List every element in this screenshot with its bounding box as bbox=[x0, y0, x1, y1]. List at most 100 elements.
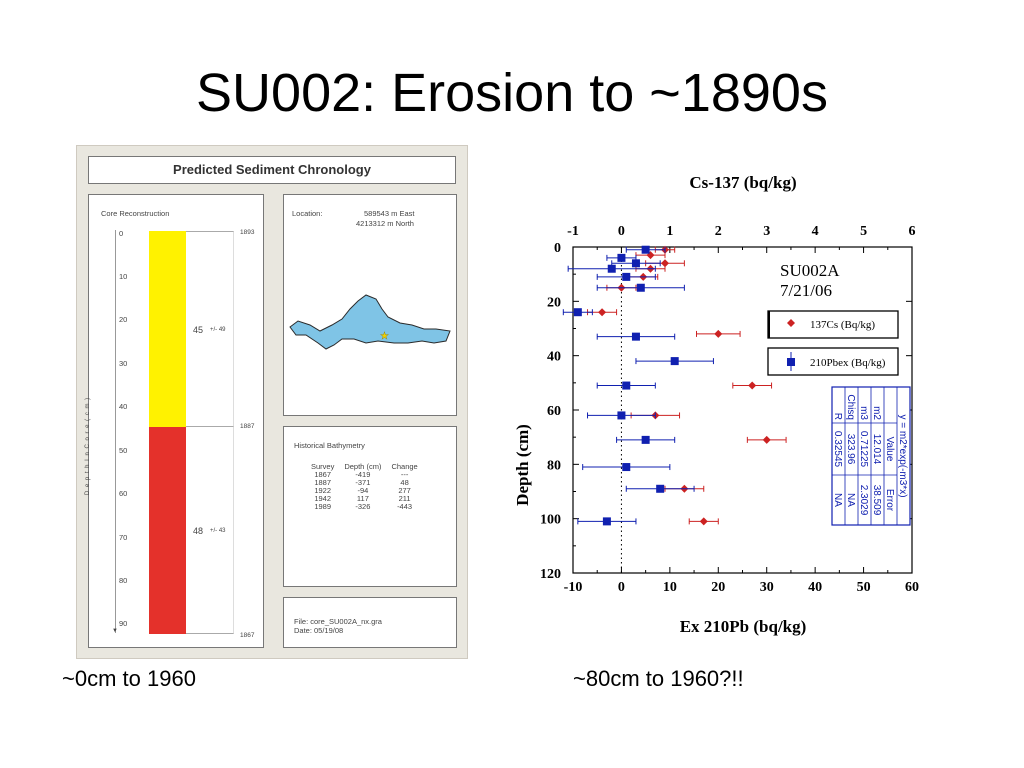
fit-table-cell: NA bbox=[845, 493, 856, 507]
pb210-point bbox=[656, 484, 665, 493]
bathymetry-table: Survey Depth (cm) Change 1867 -419 --- 1… bbox=[306, 463, 423, 511]
x-tick-label: 20 bbox=[711, 580, 725, 595]
chart-title: Cs-137 (bq/kg) bbox=[689, 173, 796, 192]
location-east: 589543 m East bbox=[364, 209, 415, 218]
lower-rate: 48 bbox=[193, 526, 204, 536]
pb210-point bbox=[622, 463, 631, 472]
legend-pb210-label: 210Pbex (Bq/kg) bbox=[810, 357, 886, 369]
cs137-point bbox=[762, 435, 771, 444]
lower-core-unit bbox=[149, 427, 186, 634]
pb210-point bbox=[670, 357, 679, 366]
upper-rate-error: +/- 49 bbox=[210, 327, 226, 333]
radionuclide-depth-chart: Cs-137 (bq/kg) Ex 210Pb (bq/kg) Depth (c… bbox=[513, 173, 919, 636]
table-cell: 1867 bbox=[314, 470, 332, 479]
legend-shadow bbox=[768, 311, 770, 338]
table-cell: 211 bbox=[398, 494, 411, 503]
y-tick-label: 100 bbox=[540, 513, 561, 528]
pb210-point bbox=[622, 381, 631, 390]
x2-tick-label: 3 bbox=[763, 224, 770, 239]
table-cell: -94 bbox=[357, 486, 369, 495]
pb210-point bbox=[622, 272, 631, 281]
pb210-point bbox=[617, 253, 626, 262]
x-tick-label: -10 bbox=[564, 580, 583, 595]
x2-tick-label: 6 bbox=[909, 224, 916, 239]
file-name: File: core_SU002A_nx.gra bbox=[294, 617, 382, 626]
table-cell: -326 bbox=[355, 502, 371, 511]
depth-tick-label: 60 bbox=[119, 489, 128, 498]
fit-table-title: y = m2*exp(-m3*x) bbox=[897, 414, 908, 497]
sediment-chronology-figure: Predicted Sediment Chronology Core Recon… bbox=[76, 145, 468, 659]
legend-pb210-marker bbox=[787, 358, 795, 366]
depth-tick-label: 0 bbox=[119, 229, 124, 238]
file-date: Date: 05/19/08 bbox=[294, 626, 344, 635]
table-cell: 1887 bbox=[314, 478, 332, 487]
fit-table-cell: Chisq bbox=[845, 394, 856, 420]
table-cell: -371 bbox=[355, 478, 371, 487]
x-tick-label: 50 bbox=[857, 580, 871, 595]
pb210-point bbox=[641, 245, 650, 254]
y-tick-label: 40 bbox=[547, 350, 561, 365]
legend-cs137-marker bbox=[787, 319, 795, 327]
cs137-point bbox=[699, 517, 708, 526]
table-cell: 1942 bbox=[314, 494, 332, 503]
pb210-point bbox=[573, 308, 582, 317]
location-star-icon: ★ bbox=[380, 331, 389, 342]
y-axis-label: Depth (cm) bbox=[513, 424, 532, 506]
table-row: 1867 -419 --- bbox=[306, 471, 423, 479]
y-tick-label: 120 bbox=[540, 567, 561, 582]
depth-tick-label: 50 bbox=[119, 446, 128, 455]
x2-tick-label: -1 bbox=[567, 224, 579, 239]
pb210-point bbox=[631, 259, 640, 268]
table-cell: 117 bbox=[356, 494, 369, 503]
fit-table-cell: R bbox=[832, 413, 843, 420]
location-panel: Location: 589543 m East 4213312 m North … bbox=[283, 194, 457, 416]
date-bracket-upper bbox=[186, 231, 234, 427]
date-label-1893: 1893 bbox=[240, 229, 255, 236]
table-row: 1887 -371 48 bbox=[306, 479, 423, 487]
pb210-point bbox=[607, 264, 616, 273]
table-cell: -419 bbox=[355, 470, 371, 479]
lake-map: ★ bbox=[289, 294, 451, 350]
core-axis-label: D e p t h I n C o r e ( c m ) bbox=[85, 396, 92, 496]
table-cell: --- bbox=[400, 470, 409, 479]
cs137-point bbox=[646, 251, 655, 260]
cs137-point bbox=[714, 329, 723, 338]
pb210-point bbox=[641, 435, 650, 444]
depth-tick-label: 20 bbox=[119, 315, 128, 324]
upper-core-unit bbox=[149, 231, 186, 427]
y-tick-label: 60 bbox=[547, 404, 561, 419]
bathymetry-heading: Historical Bathymetry bbox=[294, 441, 365, 450]
location-label: Location: bbox=[292, 209, 323, 218]
depth-tick-label: 10 bbox=[119, 272, 128, 281]
fit-table-cell: 323.96 bbox=[845, 434, 856, 465]
x-tick-label: 60 bbox=[905, 580, 919, 595]
bathymetry-header-row: Survey Depth (cm) Change bbox=[306, 463, 423, 471]
y-tick-label: 80 bbox=[547, 458, 561, 473]
table-row: 1942 117 211 bbox=[306, 495, 423, 503]
lower-rate-error: +/- 43 bbox=[210, 528, 226, 534]
table-header: Depth (cm) bbox=[344, 462, 382, 471]
fit-table-cell: 12.014 bbox=[871, 434, 882, 465]
table-row: 1989 -326 -443 bbox=[306, 503, 423, 511]
x-tick-label: 30 bbox=[760, 580, 774, 595]
x2-tick-label: 4 bbox=[812, 224, 819, 239]
fit-table-cell: m2 bbox=[871, 406, 882, 420]
table-cell: 1922 bbox=[314, 486, 332, 495]
bathymetry-panel: Historical Bathymetry Survey Depth (cm) … bbox=[283, 426, 457, 587]
location-north: 4213312 m North bbox=[356, 219, 414, 228]
pb210-point bbox=[631, 332, 640, 341]
y-tick-label: 20 bbox=[547, 295, 561, 310]
date-bracket-lower bbox=[186, 427, 234, 634]
core-heading: Core Reconstruction bbox=[101, 209, 170, 218]
x-axis-label: Ex 210Pb (bq/kg) bbox=[680, 617, 807, 636]
table-cell: 277 bbox=[398, 486, 411, 495]
table-cell: 48 bbox=[400, 478, 409, 487]
x2-tick-label: 1 bbox=[666, 224, 673, 239]
table-header: Survey bbox=[311, 462, 335, 471]
caption-right: ~80cm to 1960?!! bbox=[573, 666, 744, 691]
fit-table: y = m2*exp(-m3*x)Value Error m2 12.014 38.50… bbox=[831, 386, 911, 526]
fit-table-cell: m3 bbox=[858, 406, 869, 420]
table-cell: 1989 bbox=[314, 502, 332, 511]
table-row: 1922 -94 277 bbox=[306, 487, 423, 495]
fit-table-header: Error bbox=[884, 489, 895, 512]
